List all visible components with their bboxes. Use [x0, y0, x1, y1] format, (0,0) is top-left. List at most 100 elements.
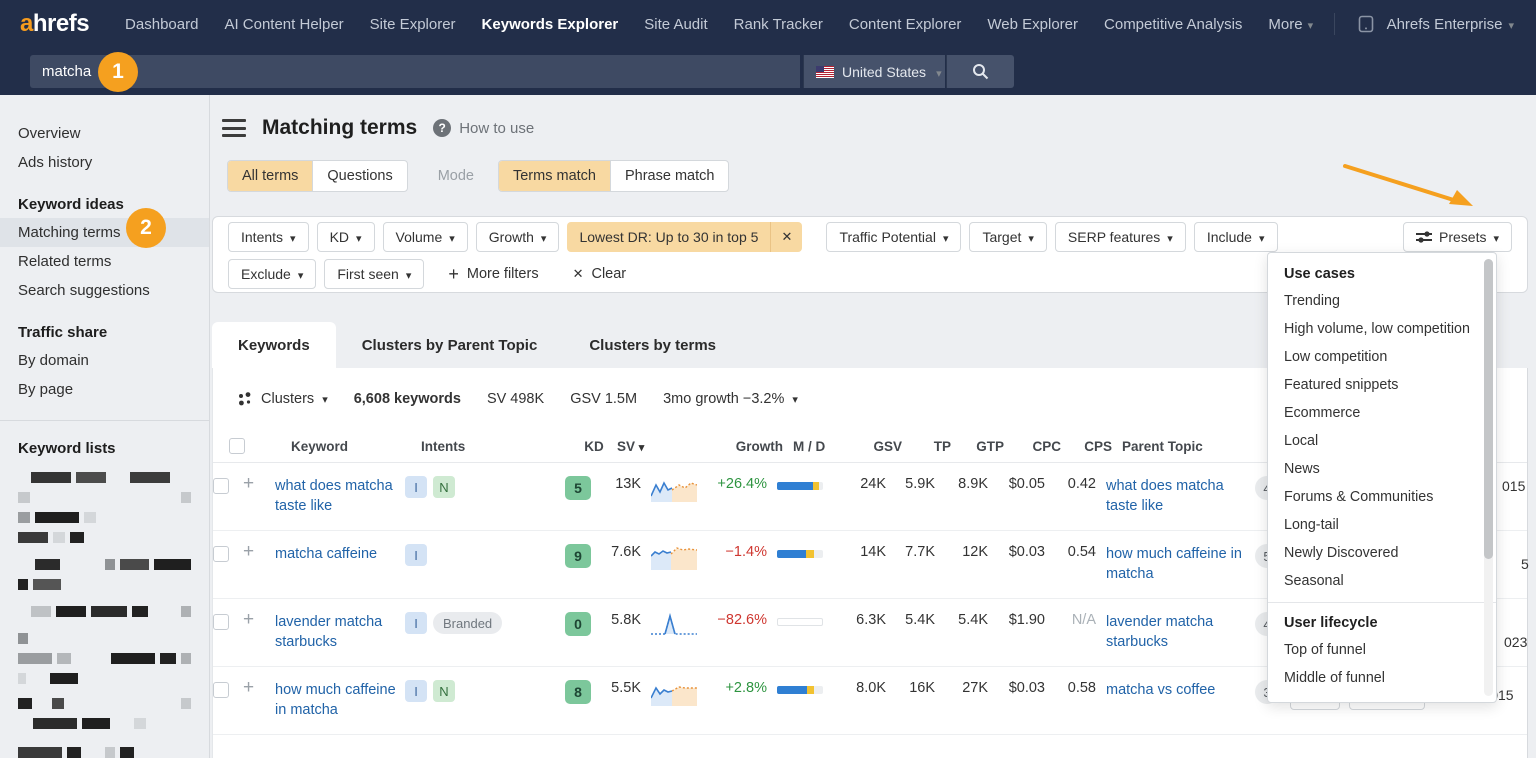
col-tp[interactable]: TP — [933, 438, 951, 454]
toggle-questions[interactable]: Questions — [327, 168, 393, 184]
nav-item-web-explorer[interactable]: Web Explorer — [987, 15, 1079, 33]
redacted-list-item[interactable] — [18, 532, 191, 543]
col-keyword[interactable]: Keyword — [291, 438, 349, 454]
nav-item-content-explorer[interactable]: Content Explorer — [848, 15, 962, 33]
nav-item-more[interactable]: More — [1268, 16, 1313, 33]
country-selector[interactable]: United States — [803, 55, 945, 88]
hamburger-menu-icon[interactable] — [222, 119, 246, 137]
menu-item-news[interactable]: News — [1284, 461, 1320, 477]
col-cps[interactable]: CPS — [1084, 438, 1112, 454]
row-checkbox[interactable] — [213, 682, 229, 698]
parent-topic-link[interactable]: what does matcha taste like — [1106, 478, 1224, 514]
sidebar-item-ads-history[interactable]: Ads history — [18, 154, 93, 171]
row-checkbox[interactable] — [213, 614, 229, 630]
toggle-terms-match[interactable]: Terms match — [498, 161, 611, 191]
nav-item-site-audit[interactable]: Site Audit — [644, 15, 708, 33]
sidebar-item-by-domain[interactable]: By domain — [18, 352, 89, 369]
toggle-phrase-match[interactable]: Phrase match — [624, 168, 715, 184]
col-parent-topic[interactable]: Parent Topic — [1122, 438, 1203, 454]
keyword-link[interactable]: what does matcha taste like — [275, 478, 393, 514]
keyword-link[interactable]: matcha caffeine — [275, 546, 378, 562]
nav-item-keywords-explorer[interactable]: Keywords Explorer — [481, 15, 619, 33]
account-menu[interactable]: Ahrefs Enterprise — [1387, 16, 1514, 33]
filter-growth[interactable]: Growth — [475, 222, 560, 252]
col-gtp[interactable]: GTP — [976, 438, 1004, 454]
col-intents[interactable]: Intents — [421, 438, 466, 454]
filter-exclude[interactable]: Exclude — [228, 259, 317, 289]
search-button[interactable] — [946, 55, 1014, 88]
redacted-list-item[interactable] — [18, 559, 191, 570]
sidebar-item-search-suggestions[interactable]: Search suggestions — [18, 282, 150, 299]
redacted-list-item[interactable] — [18, 698, 191, 709]
add-to-list-button[interactable]: + — [243, 609, 255, 630]
keyword-link[interactable]: how much caffeine in matcha — [275, 682, 396, 718]
how-to-use-link[interactable]: ? How to use — [433, 119, 534, 137]
sidebar-item-related-terms[interactable]: Related terms — [18, 253, 112, 270]
menu-scrollbar[interactable] — [1484, 259, 1493, 696]
redacted-list-item[interactable] — [18, 653, 191, 664]
ahrefs-logo[interactable]: aahrefshrefs — [20, 10, 90, 37]
menu-item-long-tail[interactable]: Long-tail — [1284, 517, 1339, 533]
filter-target[interactable]: Target — [969, 222, 1047, 252]
menu-item-ecommerce[interactable]: Ecommerce — [1284, 405, 1361, 421]
redacted-list-item[interactable] — [18, 673, 191, 684]
menu-item-local[interactable]: Local — [1284, 433, 1319, 449]
sidebar-item-matching-terms[interactable]: Matching terms — [0, 218, 209, 247]
parent-topic-link[interactable]: lavender matcha starbucks — [1106, 614, 1214, 650]
tab-clusters-by-parent-topic[interactable]: Clusters by Parent Topic — [361, 336, 538, 354]
col-sv[interactable]: SV — [617, 439, 667, 454]
active-filter-lowest-dr[interactable]: Lowest DR: Up to 30 in top 5 — [567, 222, 803, 252]
sidebar-item-by-page[interactable]: By page — [18, 381, 74, 398]
clear-filters-button[interactable]: Clear — [573, 266, 626, 282]
growth-dropdown[interactable]: 3mo growth −3.2% — [663, 391, 798, 407]
toggle-all-terms[interactable]: All terms — [228, 161, 314, 191]
more-filters-button[interactable]: More filters — [448, 264, 539, 285]
select-all-checkbox[interactable] — [229, 438, 245, 454]
col-cpc[interactable]: CPC — [1032, 438, 1061, 454]
keyword-search-input[interactable]: matcha — [30, 55, 800, 88]
menu-item-seasonal[interactable]: Seasonal — [1284, 573, 1344, 589]
tab-clusters-by-terms[interactable]: Clusters by terms — [589, 336, 717, 354]
filter-kd[interactable]: KD — [316, 222, 375, 252]
redacted-list-item[interactable] — [18, 492, 191, 503]
nav-item-ai-content-helper[interactable]: AI Content Helper — [224, 15, 344, 33]
sidebar-item-overview[interactable]: Overview — [18, 125, 81, 142]
menu-item-featured-snippets[interactable]: Featured snippets — [1284, 377, 1399, 393]
menu-scrollbar-thumb[interactable] — [1484, 259, 1493, 559]
filter-traffic-potential[interactable]: Traffic Potential — [826, 222, 962, 252]
redacted-list-item[interactable] — [18, 472, 191, 483]
col-growth[interactable]: Growth — [735, 438, 783, 454]
nav-item-site-explorer[interactable]: Site Explorer — [369, 15, 456, 33]
menu-item-trending[interactable]: Trending — [1284, 293, 1340, 309]
menu-item-middle-of-funnel[interactable]: Middle of funnel — [1284, 670, 1385, 686]
remove-filter-icon[interactable] — [770, 222, 802, 252]
col-kd[interactable]: KD — [584, 438, 604, 454]
menu-item-forums-communities[interactable]: Forums & Communities — [1284, 489, 1434, 505]
redacted-list-item[interactable] — [18, 606, 191, 617]
filter-serp-features[interactable]: SERP features — [1054, 222, 1186, 252]
col-md[interactable]: M / D — [793, 438, 826, 454]
filter-volume[interactable]: Volume — [382, 222, 468, 252]
presets-button[interactable]: Presets — [1403, 222, 1512, 252]
redacted-list-item[interactable] — [18, 718, 191, 729]
filter-include[interactable]: Include — [1193, 222, 1278, 252]
clusters-dropdown[interactable]: Clusters — [238, 391, 328, 407]
row-checkbox[interactable] — [213, 478, 229, 494]
parent-topic-link[interactable]: how much caffeine in matcha — [1106, 546, 1242, 582]
redacted-list-item[interactable] — [18, 512, 191, 523]
menu-item-high-volume-low-competition[interactable]: High volume, low competition — [1284, 321, 1470, 337]
nav-item-competitive-analysis[interactable]: Competitive Analysis — [1104, 15, 1243, 33]
device-icon[interactable] — [1357, 15, 1375, 33]
redacted-list-item[interactable] — [18, 747, 191, 758]
nav-item-dashboard[interactable]: Dashboard — [125, 15, 199, 33]
add-to-list-button[interactable]: + — [243, 473, 255, 494]
filter-first-seen[interactable]: First seen — [324, 259, 425, 289]
row-checkbox[interactable] — [213, 546, 229, 562]
redacted-list-item[interactable] — [18, 579, 191, 590]
redacted-list-item[interactable] — [18, 633, 191, 644]
menu-item-top-of-funnel[interactable]: Top of funnel — [1284, 642, 1366, 658]
menu-item-low-competition[interactable]: Low competition — [1284, 349, 1388, 365]
add-to-list-button[interactable]: + — [243, 541, 255, 562]
add-to-list-button[interactable]: + — [243, 677, 255, 698]
parent-topic-link[interactable]: matcha vs coffee — [1106, 682, 1216, 698]
